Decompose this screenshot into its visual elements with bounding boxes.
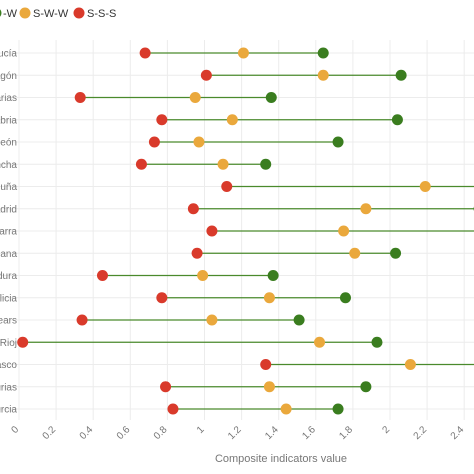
x-tick-label: 2.4 (449, 424, 467, 442)
point-s-w-w (217, 158, 229, 170)
point-w-w (371, 336, 383, 348)
point-s-s-s (221, 181, 233, 192)
x-tick-label: 0.6 (115, 424, 133, 442)
point-s-w-w (197, 270, 209, 281)
x-tick-label: 0.2 (41, 424, 59, 442)
point-s-w-w (280, 403, 292, 415)
legend-marker-w-w (0, 9, 2, 17)
category-label: urcia (0, 405, 17, 416)
point-s-w-w (338, 225, 350, 237)
point-s-s-s (260, 359, 272, 370)
x-tick-label: 0.4 (78, 424, 96, 442)
point-s-w-w (360, 203, 372, 215)
point-w-w (339, 292, 351, 304)
point-s-w-w (263, 292, 275, 304)
point-s-w-w (189, 92, 201, 103)
category-label: León (0, 138, 17, 149)
connector-lines (22, 52, 474, 410)
x-tick-label: 2 (380, 424, 392, 436)
x-axis-title: Composite indicators value (215, 453, 347, 465)
point-w-w (260, 158, 272, 170)
point-s-s-s (156, 292, 168, 304)
legend-label-s-s-s: S-S-S (87, 8, 116, 20)
point-s-s-s (191, 247, 203, 259)
x-tick-label: 1.4 (263, 424, 281, 442)
x-tick-label: 2.2 (412, 424, 430, 442)
point-w-w (395, 69, 407, 81)
point-w-w (332, 136, 344, 148)
category-label: Rioj (0, 338, 17, 349)
x-tick-label: 1 (195, 424, 207, 436)
point-s-s-s (74, 92, 86, 103)
category-label: arias (0, 93, 17, 104)
point-s-s-s (156, 114, 168, 126)
x-tick-label: 0 (9, 424, 21, 436)
point-w-w (390, 247, 402, 259)
point-w-w (332, 403, 344, 415)
point-s-s-s (96, 270, 108, 281)
point-s-w-w (349, 247, 361, 259)
point-w-w (317, 47, 329, 59)
x-tick-label: 0.8 (152, 424, 170, 442)
x-tick-label: 1.6 (300, 424, 318, 442)
point-s-s-s (187, 203, 199, 215)
point-w-w (293, 314, 305, 326)
point-w-w (267, 270, 279, 281)
point-s-s-s (76, 314, 88, 326)
point-s-w-w (193, 136, 205, 148)
legend-marker-s-s-s (73, 7, 85, 19)
point-s-s-s (206, 225, 218, 237)
point-w-w (391, 114, 403, 126)
point-s-s-s (17, 336, 29, 348)
legend-label-s-w-w: S-W-W (33, 8, 69, 20)
point-s-w-w (206, 314, 218, 326)
category-label: asco (0, 360, 17, 371)
x-tick-label: 1.2 (226, 424, 244, 442)
point-s-s-s (139, 47, 151, 59)
category-label: abria (0, 115, 17, 126)
x-tick-label: 1.8 (337, 424, 355, 442)
category-label: lucía (0, 49, 17, 60)
legend: -W S-W-W S-S-S (0, 7, 116, 20)
category-label: luña (0, 182, 17, 193)
point-s-w-w (226, 114, 238, 126)
point-w-w (265, 92, 277, 103)
category-label: lears (0, 316, 17, 327)
x-tick-labels: 0 0.2 0.4 0.6 0.8 1 1.2 1.4 1.6 1.8 2 2.2 2.4 (9, 424, 466, 442)
point-s-w-w (317, 69, 329, 81)
legend-label-w-w: -W (3, 8, 18, 20)
point-s-w-w (419, 181, 431, 192)
point-s-s-s (200, 69, 212, 81)
point-s-w-w (237, 47, 249, 59)
point-s-s-s (148, 136, 160, 148)
point-w-w (360, 381, 372, 393)
category-label: iana (0, 249, 17, 260)
point-s-w-w (404, 359, 416, 370)
data-points (17, 47, 474, 415)
category-label: varra (0, 227, 17, 238)
legend-marker-s-w-w (19, 7, 31, 19)
point-s-s-s (160, 381, 172, 393)
category-label: urias (0, 382, 17, 393)
point-s-s-s (167, 403, 179, 415)
point-s-w-w (263, 381, 275, 393)
category-label: dura (0, 271, 17, 282)
point-s-s-s (135, 158, 147, 170)
point-s-w-w (314, 336, 326, 348)
